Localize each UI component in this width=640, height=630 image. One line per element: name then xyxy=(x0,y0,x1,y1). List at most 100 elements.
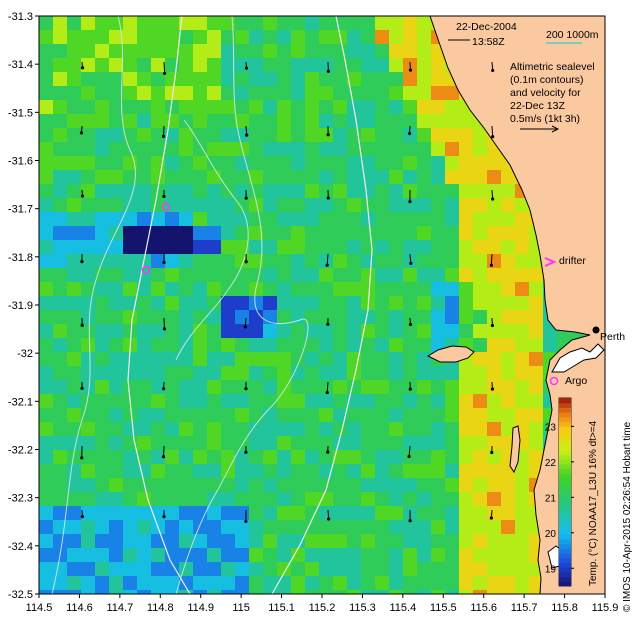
velocity-arrow xyxy=(80,317,84,327)
velocity-arrow xyxy=(490,317,495,328)
velocity-arrow xyxy=(80,445,84,460)
velocity-arrow xyxy=(491,125,495,139)
colorbar-tick-label: 23 xyxy=(545,422,557,433)
x-tick-label: 115.1 xyxy=(268,602,295,614)
velocity-arrow xyxy=(243,317,247,329)
x-tick-label: 115.2 xyxy=(309,602,336,614)
velocity-arrow xyxy=(162,509,166,519)
velocity-arrow xyxy=(491,189,495,201)
velocity-arrow xyxy=(244,189,248,200)
date-label: 22-Dec-2004 xyxy=(456,21,517,33)
colorbar-tick-label: 19 xyxy=(545,564,557,575)
colorbar-title: Temp. (°C) NOAA17_L3U 16% dt>=4 xyxy=(588,420,599,586)
colorbar-tick-label: 20 xyxy=(545,529,557,540)
velocity-arrow xyxy=(408,189,412,204)
x-tick-label: 114.9 xyxy=(187,602,214,614)
garden-island xyxy=(509,425,521,474)
velocity-arrow xyxy=(490,445,494,455)
x-tick-label: 115 xyxy=(232,602,250,614)
velocity-arrow xyxy=(407,445,411,459)
argo-marker xyxy=(549,376,559,386)
legend-arrow-icon xyxy=(520,125,560,133)
legend-line-2: (0.1m contours) xyxy=(510,74,584,86)
velocity-arrow xyxy=(161,445,166,459)
velocity-arrow xyxy=(408,381,412,391)
velocity-arrow xyxy=(326,61,330,73)
velocity-arrow xyxy=(326,317,330,326)
velocity-arrow xyxy=(162,317,167,331)
x-tick-label: 115.8 xyxy=(551,602,578,614)
legend-line-3: and velocity for xyxy=(510,87,581,99)
velocity-arrow xyxy=(407,125,412,136)
sealevel-contours xyxy=(51,16,309,594)
x-tick-label: 115.4 xyxy=(389,602,416,614)
y-tick-label: -32.5 xyxy=(8,589,33,601)
y-tick-label: -31.9 xyxy=(8,300,33,312)
velocity-arrows xyxy=(79,61,495,524)
velocity-arrow xyxy=(161,381,166,391)
y-tick-label: -32.4 xyxy=(8,541,33,553)
x-tick-label: 114.5 xyxy=(26,602,53,614)
x-tick-label: 114.8 xyxy=(147,602,174,614)
velocity-arrow xyxy=(490,381,494,391)
x-axis: 114.5 114.6 114.7 114.8 114.9 115 115.1 115.2 11… xyxy=(26,594,619,614)
velocity-arrow xyxy=(80,253,84,264)
velocity-arrow xyxy=(80,381,84,390)
x-tick-label: 115.5 xyxy=(430,602,457,614)
velocity-arrow xyxy=(409,253,413,265)
x-tick-label: 115.3 xyxy=(349,602,376,614)
velocity-arrow xyxy=(244,445,248,454)
sealevel-contour-3 xyxy=(175,119,249,361)
bathymetry-contours xyxy=(127,16,373,594)
x-tick-label: 115.6 xyxy=(470,602,497,614)
legend-line-5: 0.5m/s (1kt 3h) xyxy=(510,113,580,125)
velocity-arrow xyxy=(326,445,330,454)
perth-marker xyxy=(592,326,600,334)
velocity-arrow xyxy=(80,189,85,198)
y-tick-label: -32.3 xyxy=(8,493,33,505)
velocity-arrow xyxy=(244,253,248,264)
velocity-arrow xyxy=(325,253,329,267)
perth-label: Perth xyxy=(600,331,625,343)
sealevel-contour-2 xyxy=(175,16,309,594)
drifter-marker xyxy=(161,202,171,212)
velocity-arrow xyxy=(408,317,413,327)
y-tick-label: -32 xyxy=(17,348,33,360)
x-tick-label: 114.6 xyxy=(66,602,93,614)
velocity-arrow xyxy=(244,509,248,524)
y-tick-label: -31.4 xyxy=(8,59,33,71)
sealevel-contour-1 xyxy=(51,16,136,594)
velocity-arrow xyxy=(244,61,249,70)
colorbar-tick-label: 21 xyxy=(545,493,557,504)
y-tick-label: -31.5 xyxy=(8,107,33,119)
legend-line-1: Altimetric sealevel xyxy=(510,61,595,73)
velocity-arrow xyxy=(326,125,330,137)
y-tick-label: -31.6 xyxy=(8,156,33,168)
velocity-arrow xyxy=(162,253,166,265)
velocity-arrow xyxy=(163,61,167,75)
x-tick-label: 114.7 xyxy=(106,602,133,614)
velocity-arrow xyxy=(489,253,493,267)
velocity-arrow xyxy=(245,125,249,137)
velocity-arrow xyxy=(408,61,413,72)
velocity-arrow xyxy=(408,509,412,523)
legend-line-4: 22-Dec 13Z xyxy=(510,100,565,112)
contour-200m xyxy=(271,16,373,594)
x-tick-label: 115.9 xyxy=(592,602,619,614)
y-axis: -31.3 -31.4 -31.5 -31.6 -31.7 -31.8 -31.9 -32 -3… xyxy=(8,11,39,601)
y-tick-label: -31.7 xyxy=(8,204,33,216)
swan-river xyxy=(551,343,605,373)
drifter-label: drifter xyxy=(559,255,586,267)
y-tick-label: -31.8 xyxy=(8,252,33,264)
velocity-arrow xyxy=(327,509,331,521)
velocity-arrow xyxy=(325,381,329,395)
colorbar: 19 20 21 22 23 xyxy=(545,397,574,587)
drifter-marker xyxy=(141,265,151,275)
credit-text: © IMOS 10-Apr-2015 02:26:54 Hobart time xyxy=(622,421,633,612)
colorbar-tick-label: 22 xyxy=(545,458,557,469)
velocity-arrow xyxy=(80,61,85,70)
x-tick-label: 115.7 xyxy=(511,602,538,614)
scale-label: 200 1000m xyxy=(546,29,599,41)
rottnest-island xyxy=(426,345,475,363)
